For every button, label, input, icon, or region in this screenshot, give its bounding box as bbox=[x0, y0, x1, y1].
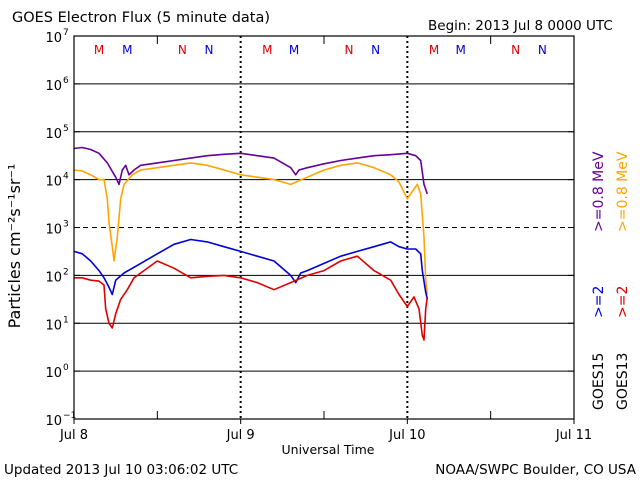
y-tick-label: 10 4 bbox=[45, 172, 69, 190]
y-tick-label: 10 5 bbox=[45, 124, 68, 142]
y-tick-base: 10 bbox=[45, 175, 62, 190]
series-line bbox=[73, 162, 429, 295]
source-label: NOAA/SWPC Boulder, CO USA bbox=[435, 462, 637, 478]
y-tick-label: 10 7 bbox=[45, 28, 68, 46]
letter-marker: N bbox=[178, 43, 187, 57]
chart-title: GOES Electron Flux (5 minute data) bbox=[12, 10, 270, 26]
x-axis-label: Universal Time bbox=[282, 442, 375, 457]
letter-marker: N bbox=[371, 43, 380, 57]
y-tick-base: 10 bbox=[45, 414, 62, 429]
y-tick-exponent: 2 bbox=[63, 267, 69, 277]
x-tick-label: Jul 11 bbox=[555, 428, 592, 443]
letter-marker: M bbox=[94, 43, 104, 57]
legend-goes13-08mev: >=0.8 MeV bbox=[615, 151, 631, 232]
x-tick-label: Jul 9 bbox=[226, 428, 255, 443]
series-line bbox=[74, 255, 429, 341]
y-tick-base: 10 bbox=[45, 79, 62, 94]
y-tick-exponent: 1 bbox=[63, 315, 69, 325]
grid-layer bbox=[74, 36, 574, 419]
letter-marker: M bbox=[455, 43, 465, 57]
y-tick-label: 10 6 bbox=[45, 76, 69, 94]
y-tick-base: 10 bbox=[45, 127, 62, 142]
series-line bbox=[73, 146, 429, 195]
y-tick-exponent: 5 bbox=[63, 124, 69, 134]
y-tick-exponent: 6 bbox=[63, 76, 69, 86]
legend-goes13-label: GOES13 bbox=[615, 353, 631, 410]
y-tick-label: 10 2 bbox=[45, 267, 68, 285]
x-tick-label: Jul 8 bbox=[59, 428, 88, 443]
y-tick-exponent: 3 bbox=[63, 220, 69, 230]
letter-marker: M bbox=[122, 43, 132, 57]
y-axis-label: Particles cm⁻²s⁻¹sr⁻¹ bbox=[5, 164, 24, 329]
y-tick-label: 10 −1 bbox=[45, 411, 76, 429]
letter-marker: N bbox=[538, 43, 547, 57]
letter-marker: M bbox=[289, 43, 299, 57]
y-tick-label: 10 3 bbox=[45, 220, 68, 238]
y-tick-exponent: −1 bbox=[63, 411, 76, 421]
y-tick-base: 10 bbox=[45, 31, 62, 46]
legend-goes15-08mev: >=0.8 MeV bbox=[591, 151, 607, 232]
legend-goes15-label: GOES15 bbox=[591, 353, 607, 410]
series-layer bbox=[73, 146, 429, 341]
y-tick-base: 10 bbox=[45, 318, 62, 333]
y-tick-label: 10 0 bbox=[45, 363, 69, 381]
y-tick-exponent: 4 bbox=[63, 172, 69, 182]
begin-label: Begin: 2013 Jul 8 0000 UTC bbox=[428, 18, 613, 34]
legend-goes13-2mev: >=2 bbox=[615, 286, 631, 318]
letter-marker: M bbox=[429, 43, 439, 57]
y-tick-base: 10 bbox=[45, 223, 62, 238]
legend-goes15-2mev: >=2 bbox=[591, 286, 607, 318]
y-tick-exponent: 7 bbox=[63, 28, 69, 38]
updated-label: Updated 2013 Jul 10 03:06:02 UTC bbox=[4, 462, 238, 478]
y-tick-base: 10 bbox=[45, 366, 62, 381]
letter-marker: N bbox=[345, 43, 354, 57]
series-line bbox=[73, 238, 429, 300]
y-tick-exponent: 0 bbox=[63, 363, 69, 373]
letter-marker: N bbox=[511, 43, 520, 57]
letter-marker: M bbox=[262, 43, 272, 57]
x-tick-label: Jul 10 bbox=[388, 428, 425, 443]
legend: GOES15 GOES13 >=2 >=2 >=0.8 MeV >=0.8 Me… bbox=[591, 151, 631, 410]
letter-marker: N bbox=[205, 43, 214, 57]
y-tick-label: 10 1 bbox=[45, 315, 68, 333]
y-tick-base: 10 bbox=[45, 270, 62, 285]
